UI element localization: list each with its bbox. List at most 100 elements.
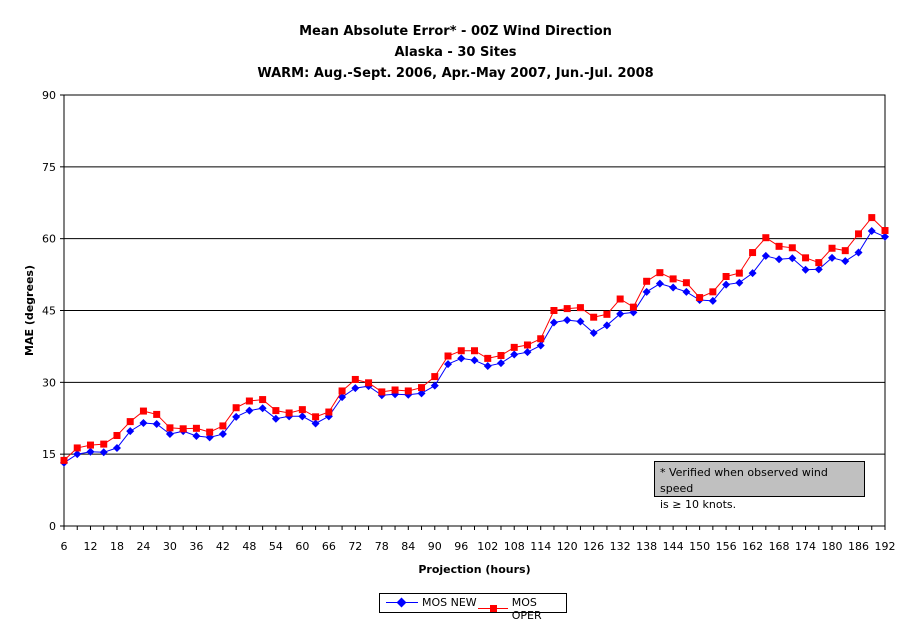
x-tick-label: 174: [795, 540, 816, 553]
data-point: [259, 396, 267, 404]
x-tick-label: 144: [663, 540, 684, 553]
legend-item-mos-oper: MOS OPER: [478, 596, 566, 622]
data-point: [867, 227, 876, 236]
data-point: [510, 350, 519, 359]
data-point: [417, 389, 426, 398]
y-tick-label: 30: [42, 376, 56, 389]
data-point: [854, 248, 863, 257]
data-point: [788, 254, 797, 263]
x-tick-label: 156: [716, 540, 737, 553]
x-tick-label: 30: [163, 540, 177, 553]
chart-subtitle: Alaska - 30 Sites: [394, 45, 517, 60]
x-tick-label: 18: [110, 540, 124, 553]
data-point: [510, 343, 518, 351]
data-point: [682, 287, 691, 296]
data-point: [232, 412, 241, 421]
data-point: [669, 275, 677, 283]
data-point: [483, 362, 492, 371]
data-point: [86, 447, 95, 456]
legend: MOS NEW MOS OPER: [379, 593, 567, 622]
series-mos-new: [60, 227, 889, 467]
data-point: [444, 352, 452, 360]
data-point: [272, 407, 280, 415]
x-tick-label: 114: [530, 540, 551, 553]
data-point: [828, 253, 837, 262]
data-point: [828, 244, 836, 252]
data-point: [616, 309, 625, 318]
data-point: [152, 419, 161, 428]
y-tick-label: 60: [42, 233, 56, 246]
x-tick-label: 78: [375, 540, 389, 553]
x-tick-label: 150: [689, 540, 710, 553]
data-point: [589, 329, 598, 338]
legend-swatch-mos-oper: [478, 603, 508, 615]
data-point: [841, 247, 849, 255]
x-tick-label: 24: [136, 540, 150, 553]
data-point: [788, 244, 796, 252]
legend-label-mos-oper: MOS OPER: [511, 596, 542, 622]
data-point: [60, 456, 68, 464]
data-point: [590, 313, 598, 321]
x-tick-label: 12: [83, 540, 97, 553]
data-point: [814, 265, 823, 274]
data-point: [761, 251, 770, 260]
legend-item-mos-new: MOS NEW: [386, 596, 477, 609]
x-axis: 6 12 18 24 30 36 42 48 54 60 66 72 78 84 90 96 102 108 114…: [61, 526, 896, 553]
diamond-marker-icon: [396, 597, 407, 607]
data-point: [708, 296, 717, 305]
y-tick-label: 45: [42, 305, 56, 318]
data-point: [100, 440, 108, 448]
data-point: [219, 422, 227, 430]
data-point: [126, 427, 135, 436]
data-point: [457, 347, 465, 355]
y-tick-label: 15: [42, 448, 56, 461]
data-point: [801, 265, 810, 274]
verification-note: * Verified when observed wind speed is ≥…: [654, 461, 865, 511]
data-point: [549, 318, 558, 327]
x-tick-label: 96: [454, 540, 468, 553]
data-point: [881, 232, 889, 241]
data-point: [179, 425, 187, 433]
data-point: [312, 413, 320, 421]
data-point: [748, 269, 757, 278]
data-point: [86, 441, 94, 449]
data-point: [603, 310, 611, 318]
data-point: [245, 406, 254, 415]
series-mos-oper: [60, 214, 889, 464]
data-point: [709, 288, 717, 296]
data-point: [166, 424, 174, 432]
data-point: [457, 354, 466, 363]
x-tick-label: 108: [504, 540, 525, 553]
data-point: [497, 352, 505, 360]
x-tick-label: 186: [848, 540, 869, 553]
gridlines: [64, 166, 885, 455]
data-point: [655, 279, 664, 288]
data-point: [471, 347, 478, 355]
data-point: [696, 294, 704, 302]
y-axis: 0 15 30 45 60 75 90: [42, 89, 64, 533]
data-point: [391, 386, 399, 394]
data-point: [192, 424, 200, 432]
y-tick-label: 75: [42, 161, 56, 174]
data-point: [418, 384, 426, 392]
data-point: [311, 419, 320, 428]
data-point: [165, 430, 174, 439]
data-point: [139, 407, 147, 415]
data-point: [855, 230, 863, 238]
legend-swatch-mos-new: [386, 597, 418, 609]
x-tick-label: 66: [322, 540, 336, 553]
data-point: [431, 373, 439, 381]
data-point: [523, 341, 531, 349]
data-point: [682, 279, 690, 287]
data-point: [722, 280, 731, 289]
x-tick-label: 168: [769, 540, 790, 553]
data-point: [841, 257, 850, 266]
data-point: [550, 307, 558, 314]
data-point: [192, 431, 201, 440]
x-tick-label: 84: [401, 540, 415, 553]
data-point: [775, 255, 784, 264]
data-point: [496, 359, 505, 368]
note-line-1: * Verified when observed wind speed: [660, 466, 828, 495]
x-tick-label: 36: [189, 540, 203, 553]
x-tick-label: 60: [295, 540, 309, 553]
